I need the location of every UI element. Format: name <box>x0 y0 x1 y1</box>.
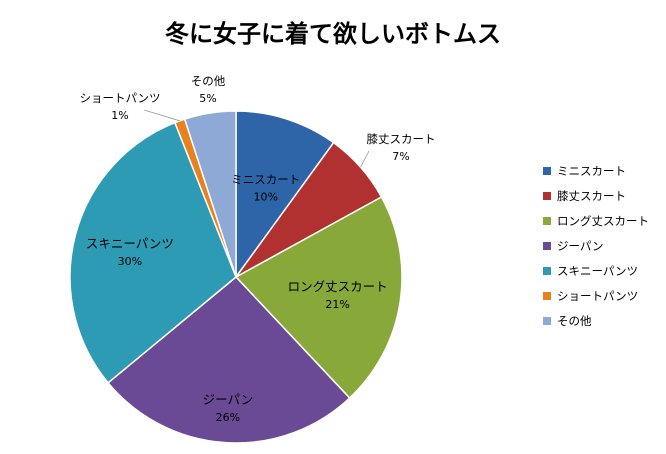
legend-item-5: スキニーパンツ <box>543 258 649 283</box>
pie-slice-1 <box>235 110 335 280</box>
legend-label: ジーパン <box>557 238 604 253</box>
chart-title: 冬に女子に着て欲しいボトムス <box>165 20 501 48</box>
legend-item-1: ミニスカート <box>543 158 649 183</box>
slice-label-2: 膝丈スカート <box>367 132 436 146</box>
slice-label-5: スキニーパンツ <box>86 236 174 251</box>
legend-swatch <box>543 166 551 175</box>
leader-line-6 <box>143 109 180 122</box>
slice-label-4: ジーパン <box>203 392 254 407</box>
legend-item-7: その他 <box>543 308 649 333</box>
slice-value-label-6: 1% <box>111 109 128 122</box>
slice-value-label-3: 21% <box>325 298 349 311</box>
slice-label-1: ミニスカート <box>231 172 300 186</box>
slice-value-label-7: 5% <box>199 92 216 105</box>
pie-slice-4 <box>107 275 351 444</box>
slice-label-3: ロング丈スカート <box>288 279 388 294</box>
legend-item-4: ジーパン <box>543 233 649 258</box>
chart-legend: ミニスカート 膝丈スカートロング丈スカート ジーパンスキニーパンツ ショートパンツ その… <box>543 158 649 333</box>
slice-value-label-5: 30% <box>118 255 142 268</box>
slice-label-6: ショートパンツ <box>79 91 160 105</box>
legend-item-2: 膝丈スカート <box>543 183 649 208</box>
legend-label: スキニーパンツ <box>557 263 638 278</box>
slice-value-label-1: 10% <box>254 190 278 203</box>
legend-item-3: ロング丈スカート <box>543 208 649 233</box>
legend-label: 膝丈スカート <box>557 188 626 203</box>
pie-slice-7 <box>183 110 237 278</box>
legend-label: ロング丈スカート <box>557 213 649 228</box>
pie-slice-5 <box>69 121 237 384</box>
legend-swatch <box>543 241 551 250</box>
slice-value-label-2: 7% <box>392 150 409 163</box>
pie-slice-3 <box>234 196 403 400</box>
leader-line-2 <box>360 150 370 168</box>
legend-swatch <box>543 291 551 300</box>
slice-label-7: その他 <box>191 74 226 88</box>
legend-swatch <box>543 216 551 225</box>
legend-label: ショートパンツ <box>557 288 639 303</box>
legend-label: ミニスカート <box>557 163 626 178</box>
slice-value-label-4: 26% <box>216 411 240 424</box>
legend-label: その他 <box>557 313 592 328</box>
legend-item-6: ショートパンツ <box>543 283 649 308</box>
legend-swatch <box>543 266 551 275</box>
legend-swatch <box>543 191 551 200</box>
legend-swatch <box>543 316 551 325</box>
